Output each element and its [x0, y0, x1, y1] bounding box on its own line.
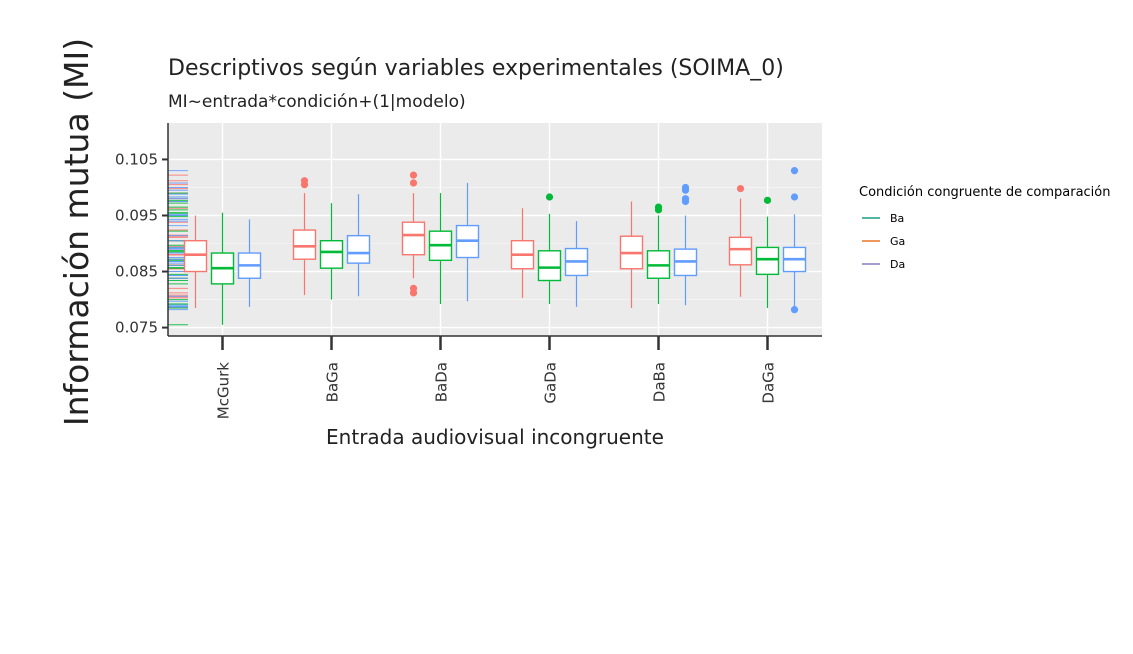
chart-title: Descriptivos según variables experimenta…	[168, 56, 784, 81]
legend-label: Ba	[890, 212, 904, 225]
box-outlier	[300, 177, 309, 185]
box-DaGa-1	[755, 196, 780, 308]
x-tick-label: DaBa	[651, 362, 669, 402]
box-series	[183, 167, 807, 325]
box-McGurk-2	[237, 219, 262, 307]
box-BaDa-2	[455, 182, 480, 302]
box-outlier	[790, 167, 799, 175]
box-outlier	[790, 193, 799, 201]
x-tick-label: BaDa	[433, 362, 451, 402]
box-outlier	[409, 179, 418, 187]
box-DaBa-2	[673, 183, 698, 306]
legend-title: Condición congruente de comparación	[859, 185, 1111, 200]
legend: Condición congruente de comparación Ba Ga…	[859, 185, 1111, 271]
box-outlier	[545, 193, 554, 201]
box-body	[537, 250, 562, 282]
box-DaGa-0	[728, 184, 753, 297]
box-outlier	[736, 184, 745, 193]
box-BaDa-0	[401, 171, 426, 297]
box-body	[183, 240, 208, 273]
y-tick-label: 0.105	[115, 150, 158, 168]
y-axis-title: Información mutua (MI)	[57, 38, 96, 426]
x-tick-label: DaGa	[760, 362, 778, 404]
box-outlier	[681, 195, 690, 203]
x-tick-label: GaDa	[542, 362, 560, 404]
y-tick-label: 0.085	[115, 263, 158, 281]
box-GaDa-2	[564, 221, 589, 307]
box-outlier	[681, 183, 690, 192]
box-body	[292, 229, 317, 260]
box-body	[319, 240, 344, 269]
box-GaDa-0	[510, 208, 535, 298]
box-McGurk-0	[183, 215, 208, 308]
box-DaBa-0	[619, 201, 644, 308]
legend-label: Ga	[890, 235, 905, 248]
box-body	[346, 234, 371, 264]
box-BaDa-1	[428, 193, 453, 305]
y-axis-ticks: 0.075 0.085 0.095 0.105	[115, 150, 168, 337]
box-BaGa-2	[346, 194, 371, 297]
y-tick-label: 0.095	[115, 206, 158, 224]
legend-label: Da	[890, 258, 905, 271]
box-outlier	[409, 171, 418, 179]
plot-panel	[168, 123, 822, 336]
x-axis-title: Entrada audiovisual incongruente	[326, 425, 664, 449]
box-body	[728, 236, 753, 266]
box-McGurk-1	[210, 212, 235, 325]
box-outlier	[654, 203, 663, 211]
box-outlier	[763, 196, 772, 204]
x-tick-label: McGurk	[215, 362, 233, 419]
x-axis-ticks: McGurk BaGa BaDa GaDa DaBa DaGa	[215, 336, 778, 419]
box-BaGa-1	[319, 203, 344, 300]
box-body	[755, 246, 780, 276]
y-tick-label: 0.075	[115, 319, 158, 337]
x-tick-label: BaGa	[324, 362, 342, 402]
box-DaBa-1	[646, 203, 671, 305]
box-GaDa-1	[537, 193, 562, 305]
box-DaGa-2	[782, 167, 807, 314]
chart-subtitle: MI~entrada*condición+(1|modelo)	[168, 92, 466, 112]
box-body	[401, 221, 426, 256]
box-outlier	[790, 306, 799, 314]
box-BaGa-0	[292, 177, 317, 296]
box-outlier	[409, 284, 418, 292]
